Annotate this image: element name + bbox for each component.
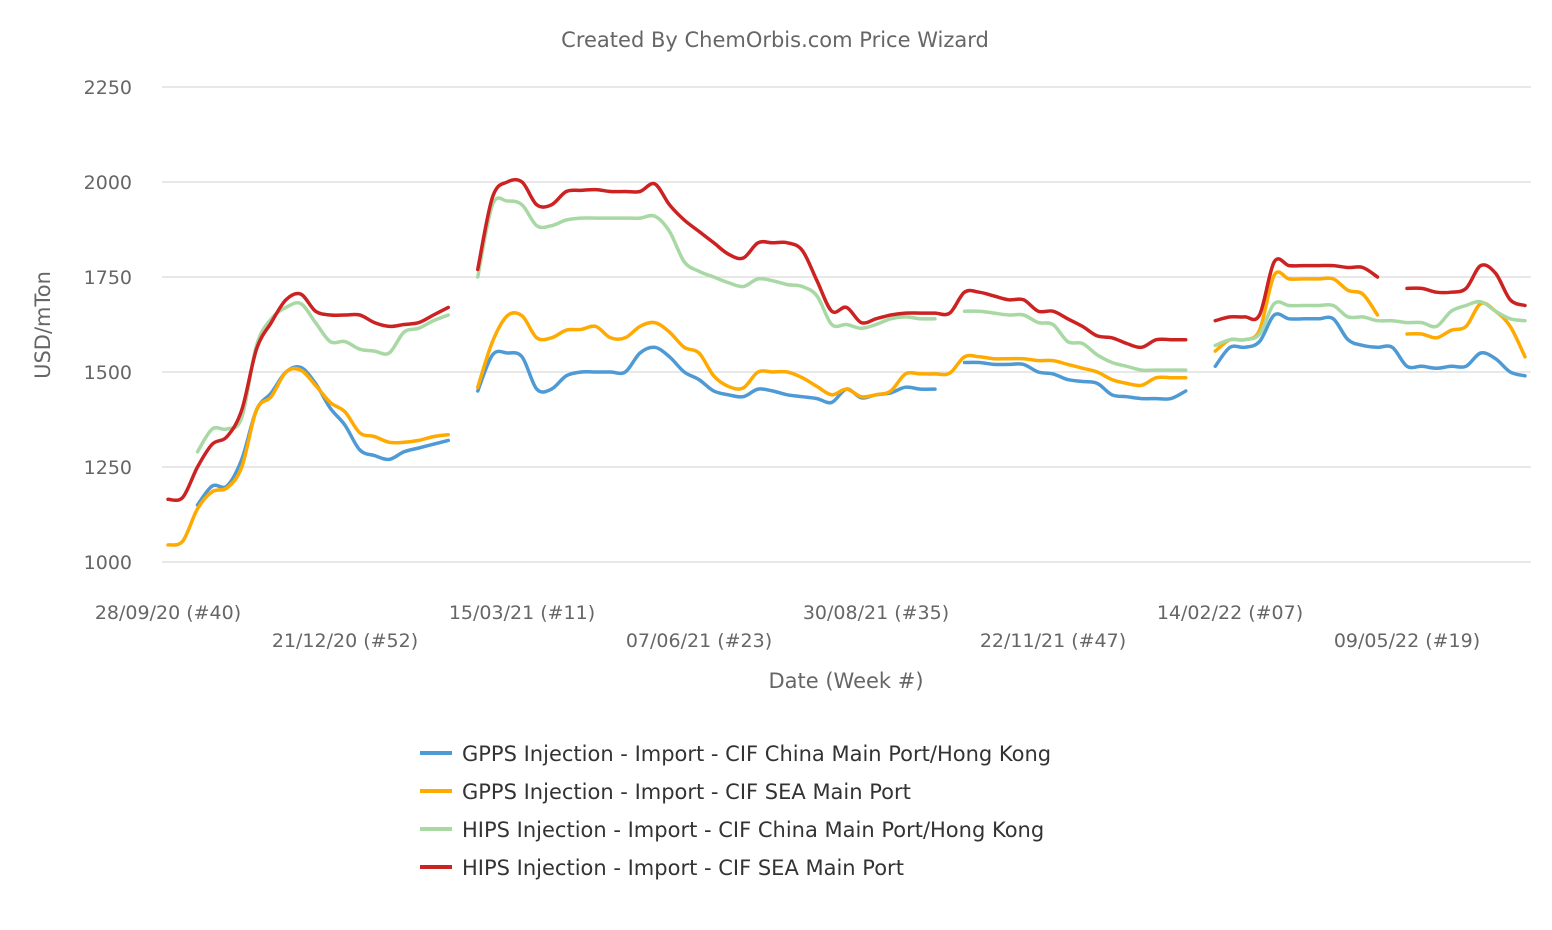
series-line-segment	[476, 345, 937, 405]
y-axis-ticks: 1000 1250 1500 1750 2000 2250	[84, 77, 132, 574]
series-line-segment	[962, 309, 1188, 373]
series-4	[166, 177, 1527, 503]
y-tick-label: 1000	[84, 552, 132, 574]
legend-label: GPPS Injection - Import - CIF SEA Main P…	[462, 780, 911, 804]
x-tick-label: 28/09/20 (#40)	[95, 602, 241, 624]
y-tick-label: 1500	[84, 362, 132, 384]
series-line-segment	[1405, 301, 1527, 359]
legend-item[interactable]: HIPS Injection - Import - CIF SEA Main P…	[420, 856, 904, 880]
series-2	[166, 270, 1527, 547]
y-tick-label: 1750	[84, 267, 132, 289]
x-tick-label: 30/08/21 (#35)	[803, 602, 949, 624]
x-tick-label: 14/02/22 (#07)	[1157, 602, 1303, 624]
y-tick-label: 2000	[84, 172, 132, 194]
series-line-segment	[166, 291, 450, 503]
legend-label: HIPS Injection - Import - CIF SEA Main P…	[462, 856, 904, 880]
legend-item[interactable]: HIPS Injection - Import - CIF China Main…	[420, 818, 1044, 842]
chart-title: Created By ChemOrbis.com Price Wizard	[561, 28, 989, 52]
x-tick-label: 07/06/21 (#23)	[626, 630, 772, 652]
grid	[162, 86, 1531, 563]
series-line-segment	[1213, 299, 1527, 348]
series-line-segment	[476, 196, 937, 331]
series-line-segment	[1213, 312, 1527, 378]
y-tick-label: 2250	[84, 77, 132, 99]
x-tick-label: 09/05/22 (#19)	[1334, 630, 1480, 652]
series-3	[195, 196, 1527, 454]
series-line-segment	[195, 301, 450, 454]
legend-item[interactable]: GPPS Injection - Import - CIF China Main…	[420, 742, 1051, 766]
legend-item[interactable]: GPPS Injection - Import - CIF SEA Main P…	[420, 780, 911, 804]
x-axis-ticks: 28/09/20 (#40) 21/12/20 (#52) 15/03/21 (#1…	[95, 602, 1480, 652]
series-line-segment	[476, 311, 1188, 399]
series-line-segment	[476, 177, 1188, 350]
series-line-segment	[1405, 263, 1527, 308]
legend: GPPS Injection - Import - CIF China Main…	[420, 742, 1051, 880]
series-line-segment	[962, 360, 1188, 401]
series-line-segment	[1213, 257, 1380, 323]
legend-label: GPPS Injection - Import - CIF China Main…	[462, 742, 1051, 766]
series-lines	[166, 177, 1527, 547]
x-tick-label: 22/11/21 (#47)	[980, 630, 1126, 652]
series-line-segment	[166, 366, 450, 547]
x-tick-label: 15/03/21 (#11)	[449, 602, 595, 624]
series-line-segment	[195, 365, 450, 507]
x-axis-label: Date (Week #)	[768, 669, 923, 693]
legend-label: HIPS Injection - Import - CIF China Main…	[462, 818, 1044, 842]
y-tick-label: 1250	[84, 457, 132, 479]
y-axis-label: USD/mTon	[31, 271, 55, 379]
x-tick-label: 21/12/20 (#52)	[272, 630, 418, 652]
